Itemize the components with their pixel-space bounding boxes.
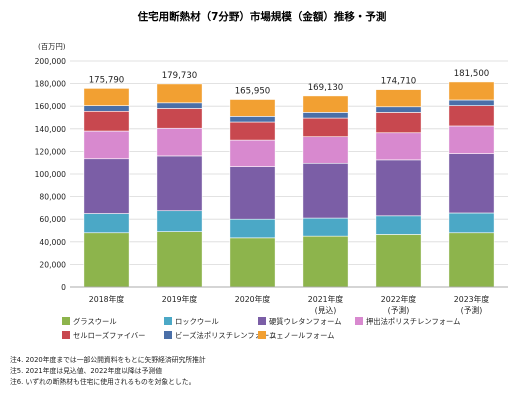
y-tick-label: 120,000 (35, 147, 67, 156)
bar-segment (302, 162, 349, 219)
legend-swatch (164, 317, 172, 325)
legend-swatch (62, 317, 70, 325)
bar-segment (448, 105, 495, 127)
bar-segment (83, 232, 130, 288)
bar-segment (448, 81, 495, 101)
bar-segment (83, 105, 130, 112)
legend: グラスウール ロックウール 硬質ウレタンフォーム 押出法ポリスチレンフォームセルローズ… (62, 317, 460, 340)
legend-swatch (164, 331, 172, 339)
bar-segment (83, 158, 130, 214)
bar-segment (83, 110, 130, 132)
bar-segment (229, 139, 276, 167)
legend-swatch (258, 317, 266, 325)
y-tick-label: 140,000 (35, 125, 67, 134)
y-tick-label: 160,000 (35, 102, 67, 111)
y-tick-label: 20,000 (39, 260, 66, 269)
x-category-sublabel: (予測) (388, 305, 410, 315)
bar-segment (375, 234, 422, 288)
bar-segment (375, 89, 422, 108)
legend-label: 押出法ポリスチレンフォーム (366, 317, 460, 326)
bar-segment (375, 106, 422, 113)
bar-segment (302, 117, 349, 138)
bar-segment (229, 121, 276, 141)
bar-segment (302, 136, 349, 164)
legend-label: フェノールフォーム (269, 331, 334, 340)
bar-segment (375, 132, 422, 161)
total-label: 179,730 (162, 71, 198, 81)
x-category-label: 2019年度 (162, 294, 198, 304)
x-category-sublabel: (予測) (461, 305, 483, 315)
gridlines (70, 60, 508, 288)
legend-label: セルローズファイバー (73, 331, 145, 340)
bar-segment (375, 215, 422, 235)
bar-segment (229, 218, 276, 239)
legend-swatch (355, 317, 363, 325)
legend-swatch (62, 331, 70, 339)
legend-label: ロックウール (175, 317, 219, 326)
bar-segment (156, 102, 203, 109)
axes: 0 20,000 40,000 60,000 80,000 100,000 120,000 1… (35, 57, 508, 315)
footnote-4: 注4. 2020年度までは一部公開資料をもとに矢野経済研究所推計 (10, 356, 206, 364)
bar-segment (448, 212, 495, 234)
x-category-label: 2018年度 (89, 294, 125, 304)
total-label: 174,710 (381, 77, 417, 87)
bar-segment (302, 235, 349, 288)
bars: 175,790 179,730 165,950 169,130 174,710 181,5… (83, 69, 495, 288)
chart-title: 住宅用断熱材（7分野）市場規模（金額）推移・予測 (138, 10, 387, 23)
bar-segment (229, 116, 276, 123)
x-category-label: 2021年度 (308, 294, 344, 304)
bar-segment (302, 95, 349, 113)
bar-segment (156, 155, 203, 212)
bar-segment (448, 99, 495, 106)
bar-segment (229, 166, 276, 220)
bar-segment (448, 153, 495, 214)
footnotes: 注4. 2020年度までは一部公開資料をもとに矢野経済研究所推計 注5. 202… (10, 355, 510, 389)
bar-segment (302, 112, 349, 119)
y-tick-label: 100,000 (35, 170, 67, 179)
x-category-label: 2022年度 (381, 294, 417, 304)
bar-segment (229, 99, 276, 117)
bar-segment (375, 159, 422, 217)
y-tick-label: 40,000 (39, 238, 66, 247)
bar-segment (83, 130, 130, 160)
bar-segment (156, 210, 203, 232)
total-label: 175,790 (89, 75, 125, 85)
bar-segment (229, 237, 276, 288)
legend-label: グラスウール (73, 317, 117, 326)
bar-segment (156, 231, 203, 288)
bar-segment (156, 83, 203, 104)
bar-segment (302, 217, 349, 237)
legend-swatch (258, 331, 266, 339)
y-unit-label: (百万円) (38, 42, 66, 51)
bar-segment (375, 112, 422, 134)
x-category-label: 2020年度 (235, 294, 271, 304)
y-tick-label: 60,000 (39, 215, 66, 224)
bar-segment (156, 108, 203, 129)
x-category-sublabel: (見込) (315, 306, 337, 315)
footnote-5: 注5. 2021年度は見込値、2022年度以降は予測値 (10, 367, 162, 376)
legend-label: 硬質ウレタンフォーム (269, 317, 342, 326)
y-tick-label: 0 (61, 283, 66, 292)
total-label: 181,500 (454, 69, 490, 79)
total-label: 165,950 (235, 86, 271, 96)
footnote-6: 注6. いずれの断熱材も住宅に使用されるものを対象とした。 (10, 378, 196, 387)
y-tick-label: 80,000 (39, 193, 66, 202)
y-tick-label: 180,000 (35, 80, 67, 89)
bar-segment (156, 127, 203, 157)
y-tick-label: 200,000 (35, 57, 67, 66)
bar-segment (83, 88, 130, 106)
bar-segment (448, 232, 495, 288)
legend-label: ビーズ法ポリスチレンフォーム (175, 331, 276, 340)
total-label: 169,130 (308, 83, 344, 93)
bar-segment (83, 213, 130, 234)
x-category-label: 2023年度 (454, 294, 490, 304)
bar-segment (448, 125, 495, 154)
